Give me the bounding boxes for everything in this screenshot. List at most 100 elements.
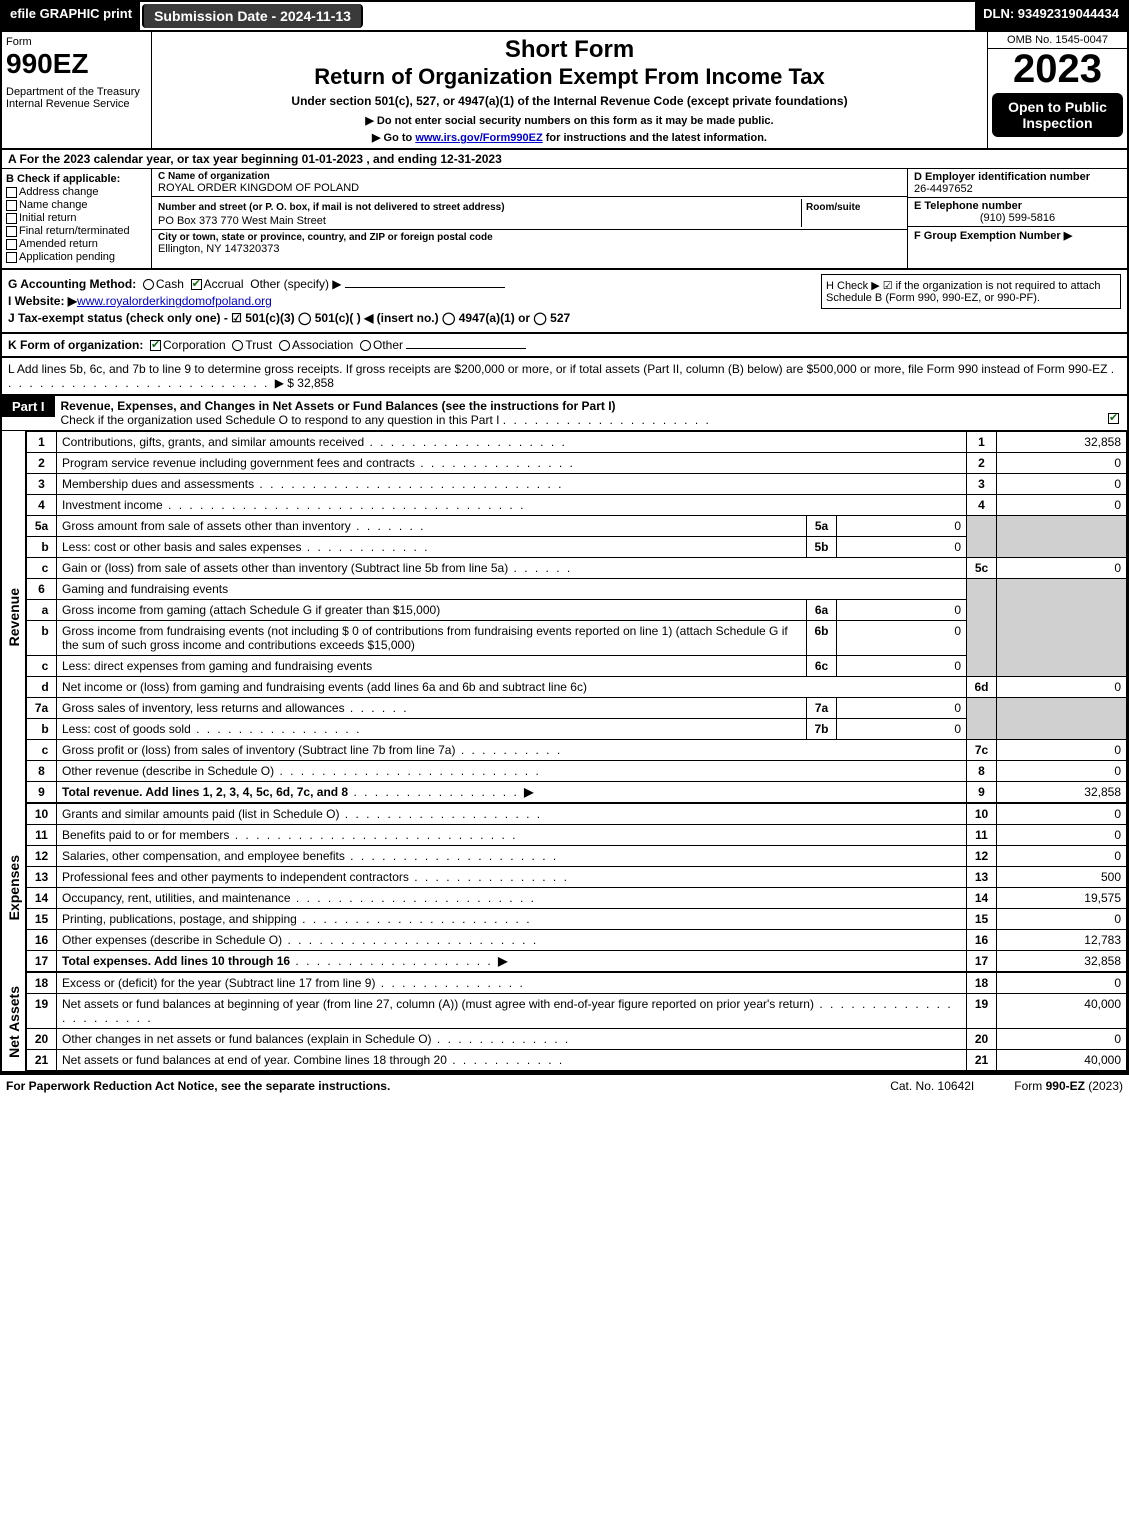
addr-label: Number and street (or P. O. box, if mail… [158, 202, 505, 213]
header-mid: Short Form Return of Organization Exempt… [152, 32, 987, 148]
footer-catalog: Cat. No. 10642I [890, 1079, 974, 1093]
phone-value: (910) 599-5816 [914, 212, 1121, 224]
row-12: 12Salaries, other compensation, and empl… [27, 846, 1127, 867]
row-4: 4Investment income . . . . . . . . . . .… [27, 495, 1127, 516]
part-i-header: Part I Revenue, Expenses, and Changes in… [0, 395, 1129, 431]
box-b: B Check if applicable: Address change Na… [2, 169, 152, 268]
expenses-section: Expenses 10Grants and similar amounts pa… [0, 803, 1129, 972]
footer-right: Form 990-EZ (2023) [1014, 1079, 1123, 1093]
top-bar: efile GRAPHIC print Submission Date - 20… [0, 0, 1129, 32]
chk-corporation[interactable] [150, 340, 161, 351]
expenses-vlabel: Expenses [4, 851, 24, 924]
footer-left: For Paperwork Reduction Act Notice, see … [6, 1079, 390, 1093]
chk-schedule-o[interactable] [1108, 413, 1119, 424]
page-footer: For Paperwork Reduction Act Notice, see … [0, 1073, 1129, 1097]
radio-other[interactable] [360, 340, 371, 351]
radio-trust[interactable] [232, 340, 243, 351]
form-year: 2023 [988, 49, 1127, 89]
chk-initial-return[interactable]: Initial return [6, 212, 147, 224]
row-21: 21Net assets or fund balances at end of … [27, 1050, 1127, 1071]
goto-post: for instructions and the latest informat… [543, 132, 767, 144]
ghij-block: H Check ▶ ☑ if the organization is not r… [0, 269, 1129, 333]
efile-label[interactable]: efile GRAPHIC print [2, 2, 140, 30]
submission-date: Submission Date - 2024-11-13 [142, 4, 363, 28]
chk-address-change[interactable]: Address change [6, 186, 147, 198]
form-title: Return of Organization Exempt From Incom… [160, 64, 979, 90]
line-k: K Form of organization: Corporation Trus… [0, 333, 1129, 357]
row-3: 3Membership dues and assessments . . . .… [27, 474, 1127, 495]
short-form-title: Short Form [160, 36, 979, 64]
room-label: Room/suite [806, 202, 860, 213]
instructions-link-line: ▶ Go to www.irs.gov/Form990EZ for instru… [160, 131, 979, 144]
line-l: L Add lines 5b, 6c, and 7b to line 9 to … [0, 357, 1129, 395]
form-header: Form 990EZ Department of the Treasury In… [0, 32, 1129, 150]
row-6: 6Gaming and fundraising events [27, 579, 1127, 600]
addr-value: PO Box 373 770 West Main Street [158, 215, 326, 227]
row-18: 18Excess or (deficit) for the year (Subt… [27, 973, 1127, 994]
revenue-vlabel: Revenue [4, 584, 24, 650]
city-label: City or town, state or province, country… [158, 232, 901, 243]
ssn-note: ▶ Do not enter social security numbers o… [160, 114, 979, 127]
phone-label: E Telephone number [914, 200, 1022, 212]
row-6c: cLess: direct expenses from gaming and f… [27, 656, 1127, 677]
goto-pre: ▶ Go to [372, 132, 415, 144]
expenses-table: 10Grants and similar amounts paid (list … [26, 803, 1127, 972]
row-19: 19Net assets or fund balances at beginni… [27, 994, 1127, 1029]
row-16: 16Other expenses (describe in Schedule O… [27, 930, 1127, 951]
group-exemption-label: F Group Exemption Number ▶ [914, 230, 1072, 242]
box-e: E Telephone number (910) 599-5816 [908, 198, 1127, 227]
radio-association[interactable] [279, 340, 290, 351]
line-h: H Check ▶ ☑ if the organization is not r… [821, 274, 1121, 309]
part-i-title: Revenue, Expenses, and Changes in Net As… [61, 399, 616, 413]
row-2: 2Program service revenue including gover… [27, 453, 1127, 474]
netassets-table: 18Excess or (deficit) for the year (Subt… [26, 972, 1127, 1071]
row-17: 17Total expenses. Add lines 10 through 1… [27, 951, 1127, 972]
row-5b: bLess: cost or other basis and sales exp… [27, 537, 1127, 558]
box-def: D Employer identification number 26-4497… [907, 169, 1127, 268]
row-6b: bGross income from fundraising events (n… [27, 621, 1127, 656]
row-15: 15Printing, publications, postage, and s… [27, 909, 1127, 930]
box-d: D Employer identification number 26-4497… [908, 169, 1127, 198]
irs-link[interactable]: www.irs.gov/Form990EZ [415, 132, 542, 144]
chk-application-pending[interactable]: Application pending [6, 251, 147, 263]
line-a: A For the 2023 calendar year, or tax yea… [0, 150, 1129, 169]
form-label: Form [6, 36, 147, 48]
form-number: 990EZ [6, 48, 147, 80]
line-l-amount: ▶ $ 32,858 [275, 376, 334, 390]
row-8: 8Other revenue (describe in Schedule O) … [27, 761, 1127, 782]
netassets-section: Net Assets 18Excess or (deficit) for the… [0, 972, 1129, 1073]
header-left: Form 990EZ Department of the Treasury In… [2, 32, 152, 148]
dln-label: DLN: 93492319044434 [975, 2, 1127, 30]
row-7b: bLess: cost of goods sold . . . . . . . … [27, 719, 1127, 740]
chk-amended-return[interactable]: Amended return [6, 238, 147, 250]
row-9: 9Total revenue. Add lines 1, 2, 3, 4, 5c… [27, 782, 1127, 803]
part-i-label: Part I [2, 396, 55, 417]
row-1: 1Contributions, gifts, grants, and simil… [27, 432, 1127, 453]
box-c: C Name of organization ROYAL ORDER KINGD… [152, 169, 907, 268]
row-7c: cGross profit or (loss) from sales of in… [27, 740, 1127, 761]
ein-label: D Employer identification number [914, 171, 1090, 183]
row-7a: 7aGross sales of inventory, less returns… [27, 698, 1127, 719]
dept-label: Department of the Treasury Internal Reve… [6, 86, 147, 110]
header-right: OMB No. 1545-0047 2023 Open to Public In… [987, 32, 1127, 148]
org-name: ROYAL ORDER KINGDOM OF POLAND [158, 182, 901, 194]
form-subtitle: Under section 501(c), 527, or 4947(a)(1)… [160, 94, 979, 108]
chk-final-return[interactable]: Final return/terminated [6, 225, 147, 237]
box-f: F Group Exemption Number ▶ [908, 227, 1127, 244]
row-5c: cGain or (loss) from sale of assets othe… [27, 558, 1127, 579]
row-6a: aGross income from gaming (attach Schedu… [27, 600, 1127, 621]
row-10: 10Grants and similar amounts paid (list … [27, 804, 1127, 825]
chk-accrual[interactable] [191, 279, 202, 290]
revenue-table: 1Contributions, gifts, grants, and simil… [26, 431, 1127, 803]
chk-name-change[interactable]: Name change [6, 199, 147, 211]
revenue-section: Revenue 1Contributions, gifts, grants, a… [0, 431, 1129, 803]
row-11: 11Benefits paid to or for members . . . … [27, 825, 1127, 846]
box-b-header: B Check if applicable: [6, 173, 147, 185]
website-link[interactable]: www.royalorderkingdomofpoland.org [77, 294, 272, 308]
radio-cash[interactable] [143, 279, 154, 290]
ein-value: 26-4497652 [914, 183, 973, 195]
line-j: J Tax-exempt status (check only one) - ☑… [8, 311, 1121, 325]
row-6d: dNet income or (loss) from gaming and fu… [27, 677, 1127, 698]
row-14: 14Occupancy, rent, utilities, and mainte… [27, 888, 1127, 909]
city-value: Ellington, NY 147320373 [158, 243, 901, 255]
